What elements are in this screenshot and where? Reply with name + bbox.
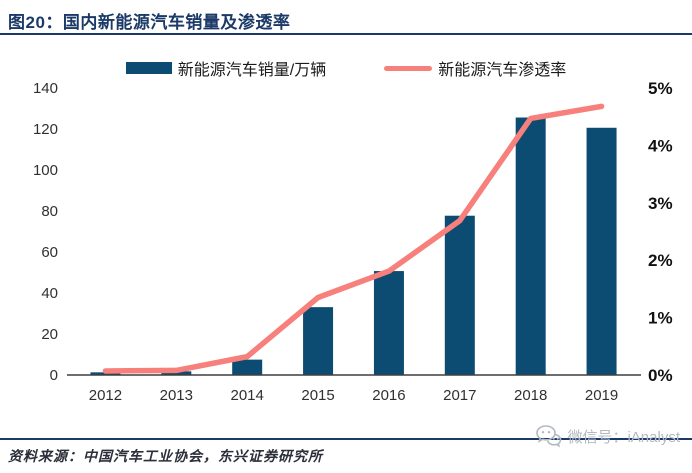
left-axis-tick: 80 (41, 203, 58, 220)
right-axis-tick: 3% (648, 194, 673, 213)
right-axis-tick: 4% (648, 136, 673, 155)
x-axis-label: 2016 (372, 387, 405, 404)
x-axis-label: 2017 (443, 387, 476, 404)
x-axis-label: 2018 (514, 387, 547, 404)
left-axis-tick: 60 (41, 244, 58, 261)
right-axis-tick: 2% (648, 251, 673, 270)
x-axis-label: 2012 (89, 387, 122, 404)
footer-divider (0, 438, 692, 440)
header-divider (0, 33, 692, 35)
legend-item-penetration: 新能源汽车渗透率 (384, 56, 566, 80)
source-note: 资料来源：中国汽车工业协会，东兴证券研究所 (8, 450, 323, 465)
chart-legend: 新能源汽车销量/万辆 新能源汽车渗透率 (0, 56, 692, 80)
legend-label-sales: 新能源汽车销量/万辆 (177, 62, 327, 79)
line-series-swatch (384, 65, 433, 71)
x-axis-label: 2019 (585, 387, 618, 404)
x-axis-label: 2014 (231, 387, 264, 404)
bar-2017 (444, 215, 475, 375)
watermark: 微信号：iAnalyst (535, 424, 680, 448)
x-axis-label: 2013 (160, 387, 193, 404)
penetration-line (102, 103, 605, 374)
bar-2019 (586, 127, 617, 375)
left-axis-tick: 0 (50, 367, 58, 384)
right-axis-tick: 0% (648, 366, 673, 385)
legend-label-penetration: 新能源汽车渗透率 (438, 62, 567, 79)
legend-item-sales: 新能源汽车销量/万辆 (125, 56, 327, 80)
left-axis-tick: 140 (33, 80, 58, 97)
right-axis-tick: 1% (648, 309, 673, 328)
bar-2018 (515, 117, 546, 375)
bar-2016 (373, 271, 404, 375)
bar-2014 (232, 359, 263, 375)
bar-2015 (303, 307, 334, 375)
left-axis-tick: 20 (41, 326, 58, 343)
page-title: 图20：国内新能源汽车销量及渗透率 (8, 13, 291, 32)
left-axis-tick: 120 (33, 121, 58, 138)
chart-svg: 0 20 40 60 80 100 120 140 0% 1% 2% 3% 4% 5% 2012 2013 20… (33, 79, 673, 404)
left-axis-tick: 40 (41, 285, 58, 302)
right-axis-tick: 5% (648, 80, 673, 98)
wechat-icon (535, 424, 563, 448)
chart-area: 0 20 40 60 80 100 120 140 0% 1% 2% 3% 4% 5% 2012 2013 20… (0, 79, 692, 420)
watermark-text: 微信号：iAnalyst (567, 428, 680, 446)
bar-series-swatch (125, 62, 172, 74)
x-axis-label: 2015 (301, 387, 334, 404)
left-axis-tick: 100 (33, 162, 58, 179)
